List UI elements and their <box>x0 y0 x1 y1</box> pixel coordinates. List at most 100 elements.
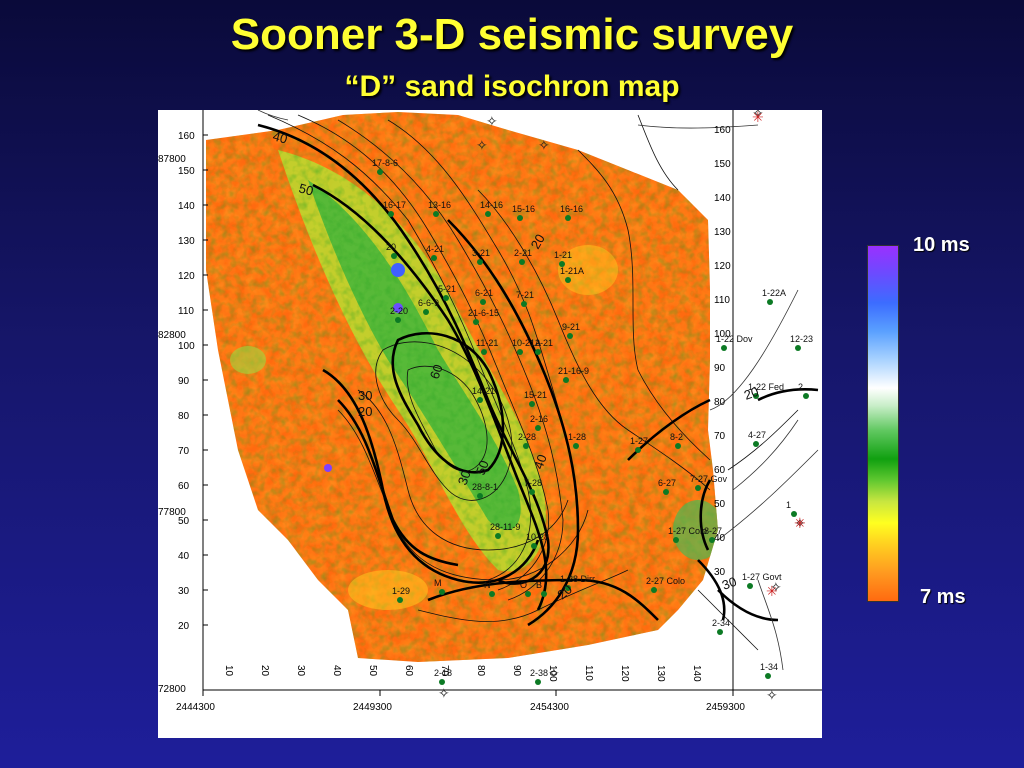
x-coordinate-label: 2449300 <box>353 702 392 713</box>
well-label: M <box>434 578 442 588</box>
well-label: 15-16 <box>512 204 535 214</box>
left-tick-label: 50 <box>178 516 190 527</box>
well-label: 16-16 <box>560 204 583 214</box>
well-label: 28-11-9 <box>490 522 520 532</box>
seismic-amplitude-fill <box>206 112 718 662</box>
color-scale-bar <box>867 245 899 602</box>
well-marker <box>535 349 541 355</box>
well-marker <box>673 537 679 543</box>
gas-well-marker: ✳ <box>794 516 806 532</box>
right-tick-label: 130 <box>714 227 731 238</box>
well-label: 4-27 <box>748 430 766 440</box>
left-tick-label: 110 <box>178 306 194 317</box>
well-marker <box>433 211 439 217</box>
well-label: 13-16 <box>428 200 451 210</box>
left-tick-label: 120 <box>178 271 195 282</box>
right-tick-label: 90 <box>714 363 726 374</box>
right-tick-label: 70 <box>714 431 726 442</box>
well-marker <box>431 255 437 261</box>
colorbar-max-label: 10 ms <box>913 234 970 256</box>
well-label: 14-16 <box>480 200 503 210</box>
well-marker <box>573 443 579 449</box>
well-marker <box>559 261 565 267</box>
gas-well-marker: ✳ <box>752 110 764 126</box>
well-label: 1-29 <box>392 586 410 596</box>
well-label: 2 <box>798 382 803 392</box>
contour-value-label: 30 <box>720 574 739 593</box>
well-marker <box>388 211 394 217</box>
right-tick-label: 120 <box>714 261 731 272</box>
well-label: 6-27 <box>658 478 676 488</box>
contour-value-label: 30 <box>358 388 372 403</box>
bottom-tick-label: 100 <box>547 665 558 682</box>
well-marker <box>567 333 573 339</box>
well-marker <box>803 393 809 399</box>
dry-hole-marker: ✧ <box>770 580 782 596</box>
bottom-tick-label: 40 <box>331 665 342 677</box>
well-label: 1-22 Fed <box>748 382 784 392</box>
well-label: 20 <box>386 242 396 252</box>
y-coordinate-label: 77800 <box>158 507 186 518</box>
well-marker <box>521 301 527 307</box>
contour-value-label: 50 <box>297 180 315 198</box>
well-label: 1-21 <box>554 250 572 260</box>
well-label: O <box>520 580 527 590</box>
right-tick-label: 40 <box>714 533 726 544</box>
bottom-tick-label: 10 <box>223 665 234 677</box>
left-tick-label: 100 <box>178 341 195 352</box>
well-label: 14-21 <box>472 386 495 396</box>
well-marker <box>519 259 525 265</box>
left-tick-label: 80 <box>178 411 190 422</box>
well-label: 2-18 <box>434 668 452 678</box>
right-tick-label: 110 <box>714 295 730 306</box>
x-coordinate-label: 2454300 <box>530 702 569 713</box>
slide-subtitle: “D” sand isochron map <box>344 70 680 103</box>
dry-hole-marker: ✧ <box>438 686 450 702</box>
well-label: 4-21 <box>426 244 444 254</box>
well-label: 17-8-6 <box>372 158 398 168</box>
well-label: 7-21 <box>516 290 534 300</box>
bold-contours <box>257 123 819 627</box>
well-marker <box>529 401 535 407</box>
well-label: 9-21 <box>562 322 580 332</box>
well-label: 15-21 <box>524 390 547 400</box>
contour-value-label: 20 <box>742 384 761 403</box>
well-label: 10-28 <box>526 532 549 542</box>
well-marker <box>795 345 801 351</box>
well-marker <box>423 309 429 315</box>
contour-value-label: 30 <box>455 468 474 487</box>
dry-hole-marker: ✧ <box>476 138 488 154</box>
well-label: 8-27 <box>704 526 722 536</box>
right-tick-label: 150 <box>714 159 731 170</box>
contour-value-label: 60 <box>427 362 446 381</box>
well-marker <box>489 591 495 597</box>
well-label: 5-21 <box>438 284 456 294</box>
well-label: 1-21A <box>560 266 584 276</box>
well-marker <box>439 679 445 685</box>
right-tick-label: 80 <box>714 397 726 408</box>
bottom-tick-label: 50 <box>367 665 378 677</box>
y-coordinate-label: 87800 <box>158 154 186 165</box>
dry-hole-marker: ✧ <box>752 110 764 122</box>
left-tick-label: 150 <box>178 166 195 177</box>
well-marker <box>565 215 571 221</box>
dry-hole-marker: ✧ <box>486 114 498 130</box>
well-label: 16-17 <box>383 200 406 210</box>
well-label: 6-6-9 <box>418 298 439 308</box>
contour-value-label: 20 <box>358 404 372 419</box>
well-marker <box>663 489 669 495</box>
contour-value-label: 40 <box>531 452 550 471</box>
well-label: N <box>484 580 491 590</box>
well-marker <box>565 585 571 591</box>
well-label: 2-16 <box>530 414 548 424</box>
well-marker <box>791 511 797 517</box>
gas-well-marker: ✳ <box>766 584 778 600</box>
well-label: 11-21 <box>476 338 498 348</box>
left-tick-label: 140 <box>178 201 195 212</box>
bottom-tick-label: 90 <box>511 665 522 677</box>
bottom-tick-label: 120 <box>619 665 630 682</box>
well-label: 1 <box>786 500 791 510</box>
contour-value-label: 40 <box>271 128 289 146</box>
well-marker <box>767 299 773 305</box>
well-label: 6-21 <box>475 288 493 298</box>
